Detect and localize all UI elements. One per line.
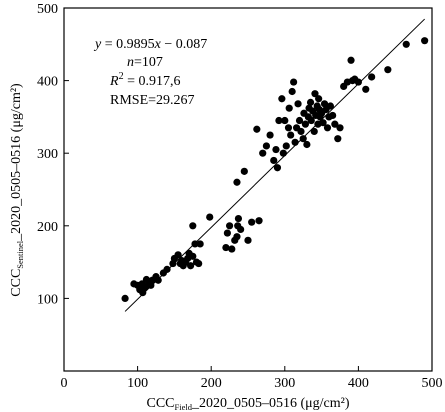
- data-point: [285, 104, 293, 112]
- data-point: [259, 149, 267, 157]
- data-point: [233, 233, 241, 241]
- data-point: [186, 262, 195, 270]
- data-point: [362, 85, 370, 93]
- data-point: [288, 87, 296, 96]
- data-point: [270, 156, 278, 165]
- data-point: [334, 135, 342, 143]
- data-point: [282, 142, 290, 150]
- y-tick-label: 500: [37, 2, 58, 17]
- y-tick-label: 200: [37, 220, 58, 235]
- plot-frame: [63, 7, 433, 372]
- data-point: [189, 222, 197, 230]
- data-point: [281, 116, 289, 125]
- equation-annotation: y = 0.9895x − 0.087: [93, 37, 207, 52]
- regression-line: [124, 18, 425, 312]
- data-point: [336, 124, 344, 132]
- data-point: [255, 217, 263, 225]
- data-point: [248, 218, 256, 226]
- data-point: [121, 294, 129, 302]
- data-point: [279, 149, 287, 157]
- data-point: [222, 243, 230, 252]
- data-point: [303, 140, 311, 149]
- data-point: [240, 167, 248, 175]
- data-point: [226, 222, 234, 230]
- data-point: [223, 229, 231, 237]
- y-tick-label: 300: [37, 147, 58, 162]
- data-point: [234, 214, 243, 223]
- data-point: [297, 127, 305, 136]
- data-point: [384, 66, 392, 74]
- data-points: [121, 37, 429, 302]
- x-tick-label: 200: [201, 376, 222, 391]
- data-point: [306, 98, 315, 106]
- n-annotation: n=107: [127, 55, 163, 70]
- data-point: [206, 213, 214, 221]
- x-tick-label: 400: [348, 376, 369, 391]
- y-tick-label: 400: [37, 75, 58, 90]
- x-tick-label: 500: [422, 376, 443, 391]
- data-point: [421, 37, 429, 45]
- data-point: [272, 145, 280, 154]
- data-point: [154, 276, 162, 284]
- data-point: [331, 120, 339, 128]
- data-point: [174, 251, 182, 259]
- data-point: [310, 127, 318, 136]
- data-point: [319, 119, 327, 127]
- data-point: [273, 164, 282, 172]
- data-point: [262, 142, 270, 150]
- data-point: [275, 116, 283, 125]
- data-point: [284, 124, 293, 132]
- x-tick-label: 0: [61, 376, 68, 391]
- data-point: [191, 240, 199, 248]
- data-point: [196, 240, 204, 248]
- data-point: [326, 102, 335, 110]
- data-point: [315, 95, 323, 103]
- axis-ticks: 0 100 200 300 400 500 100 200 300 400 500: [37, 2, 443, 391]
- data-point: [266, 131, 274, 139]
- data-point: [307, 116, 315, 125]
- data-point: [347, 56, 355, 64]
- y-axis-label: CCCSentinel_2020_0505–0516 (μg/cm²): [9, 83, 25, 297]
- data-point: [294, 100, 302, 108]
- data-point: [320, 100, 329, 108]
- data-point: [299, 135, 307, 143]
- data-point: [329, 111, 337, 120]
- data-point: [233, 178, 241, 186]
- data-point: [323, 124, 332, 132]
- x-axis-label: CCCField_2020_0505–0516 (μg/cm²): [146, 396, 349, 412]
- data-point: [189, 252, 197, 260]
- data-point: [368, 73, 376, 81]
- data-point: [354, 78, 362, 86]
- data-point: [244, 236, 252, 244]
- data-point: [195, 259, 203, 268]
- data-point: [228, 245, 236, 253]
- r2-annotation: R2 = 0.917,6: [109, 71, 180, 89]
- data-point: [402, 40, 410, 48]
- rmse-annotation: RMSE=29.267: [110, 93, 195, 108]
- x-tick-label: 100: [127, 376, 148, 391]
- data-point: [163, 265, 171, 273]
- data-point: [237, 225, 245, 234]
- data-point: [287, 131, 295, 139]
- data-point: [253, 125, 261, 133]
- data-point: [301, 120, 310, 128]
- data-point: [311, 90, 319, 98]
- data-point: [290, 78, 298, 86]
- data-point: [295, 116, 304, 125]
- data-point: [278, 95, 286, 103]
- y-tick-label: 100: [37, 292, 58, 307]
- x-tick-label: 300: [274, 376, 295, 391]
